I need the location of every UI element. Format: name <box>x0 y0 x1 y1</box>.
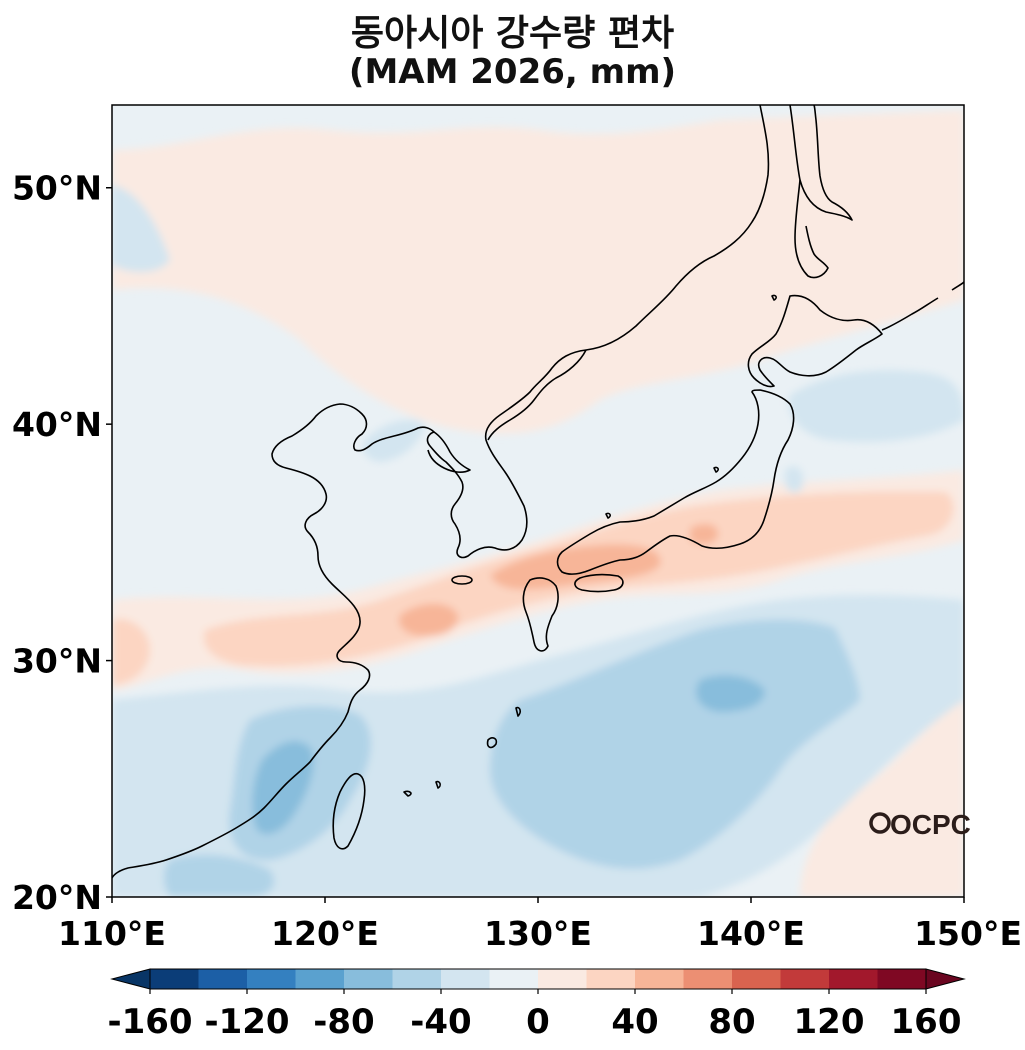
colorbar-segment <box>780 969 830 989</box>
korea-east-coast <box>487 349 587 441</box>
latitude-axis: 20°N 30°N 40°N 50°N <box>12 169 112 917</box>
ocpc-logo-mark <box>869 812 891 834</box>
negative-anomaly-south-core <box>696 675 765 712</box>
positive-anomaly-north <box>112 110 964 434</box>
ryukyu-island <box>403 790 412 797</box>
colorbar-segment <box>489 969 539 989</box>
small-island <box>605 512 611 519</box>
lon-tick-label: 120°E <box>271 914 379 953</box>
ryukyu-island <box>486 737 498 749</box>
colorbar-segment <box>392 969 442 989</box>
anomaly-field <box>112 105 964 897</box>
colorbar-segment <box>538 969 587 989</box>
colorbar-tick-label: -120 <box>204 1002 289 1042</box>
negative-anomaly-yellow-sea <box>363 420 425 462</box>
lon-tick-label: 110°E <box>58 914 166 953</box>
colorbar-extend-min <box>110 968 151 990</box>
positive-anomaly-core-east-china <box>399 603 459 637</box>
negative-anomaly-japan-sea <box>785 466 804 493</box>
longitude-axis: 110°E 120°E 130°E 140°E 150°E <box>58 897 1022 953</box>
colorbar-segment <box>295 969 345 989</box>
lat-tick-label: 30°N <box>12 642 102 681</box>
lon-tick-label: 140°E <box>697 914 805 953</box>
colorbar-segment <box>877 969 927 989</box>
ryukyu-island <box>435 780 441 789</box>
negative-anomaly-northwest <box>112 185 170 272</box>
small-island <box>713 466 719 473</box>
colorbar-segment <box>635 969 684 989</box>
colorbar-segment <box>150 969 199 989</box>
colorbar-tick-label: -40 <box>410 1002 471 1042</box>
small-island <box>771 294 777 301</box>
lat-tick-label: 20°N <box>12 878 102 917</box>
ocpc-logo: OCPC <box>869 809 971 840</box>
colorbar-tick-label: -160 <box>107 1002 192 1042</box>
taiwan-island <box>332 772 366 850</box>
positive-anomaly-core-korea-strait <box>490 544 661 590</box>
colorbar: -160 -120 -80 -40 0 40 80 120 160 <box>107 968 966 1042</box>
lat-tick-label: 40°N <box>12 405 102 444</box>
kuril-islands <box>881 297 939 331</box>
kyushu-island <box>522 577 559 652</box>
lat-tick-label: 50°N <box>12 169 102 208</box>
map-subtitle: (MAM 2026, mm) <box>348 52 677 92</box>
colorbar-segment <box>732 969 781 989</box>
colorbar-tick-label: -80 <box>313 1002 374 1042</box>
shikoku-island <box>574 573 624 593</box>
colorbar-extend-max <box>925 968 966 990</box>
ryukyu-island <box>515 706 521 717</box>
coastlines <box>112 105 964 879</box>
colorbar-tick-label: 0 <box>526 1002 550 1042</box>
lon-tick-label: 150°E <box>914 914 1022 953</box>
sakhalin-south <box>794 179 829 279</box>
ocpc-logo-text: OCPC <box>890 809 971 840</box>
negative-anomaly-bottom-left <box>164 854 274 897</box>
colorbar-segment <box>683 969 733 989</box>
hokkaido-island <box>747 294 883 388</box>
positive-anomaly-southeast <box>800 700 964 897</box>
honshu-island <box>556 389 795 575</box>
colorbar-tick-label: 120 <box>794 1002 865 1042</box>
colorbar-segment <box>247 969 296 989</box>
colorbar-tick-label: 160 <box>891 1002 962 1042</box>
lon-tick-label: 130°E <box>484 914 592 953</box>
shandong-peninsula <box>427 431 471 473</box>
colorbar-segment <box>441 969 490 989</box>
colorbar-segment <box>198 969 248 989</box>
colorbar-tick-label: 80 <box>708 1002 755 1042</box>
positive-anomaly-core-japan <box>690 523 719 545</box>
positive-anomaly-west-edge <box>112 619 150 685</box>
colorbar-segment <box>586 969 636 989</box>
map-title: 동아시아 강수량 편차 <box>350 13 675 54</box>
mainland-coastline <box>112 105 770 879</box>
colorbar-tick-label: 40 <box>611 1002 658 1042</box>
colorbar-segment <box>344 969 393 989</box>
negative-anomaly-northeast <box>789 370 964 442</box>
negative-anomaly-south-mid <box>490 619 860 869</box>
jeju-island <box>451 575 473 585</box>
colorbar-segment <box>829 969 878 989</box>
